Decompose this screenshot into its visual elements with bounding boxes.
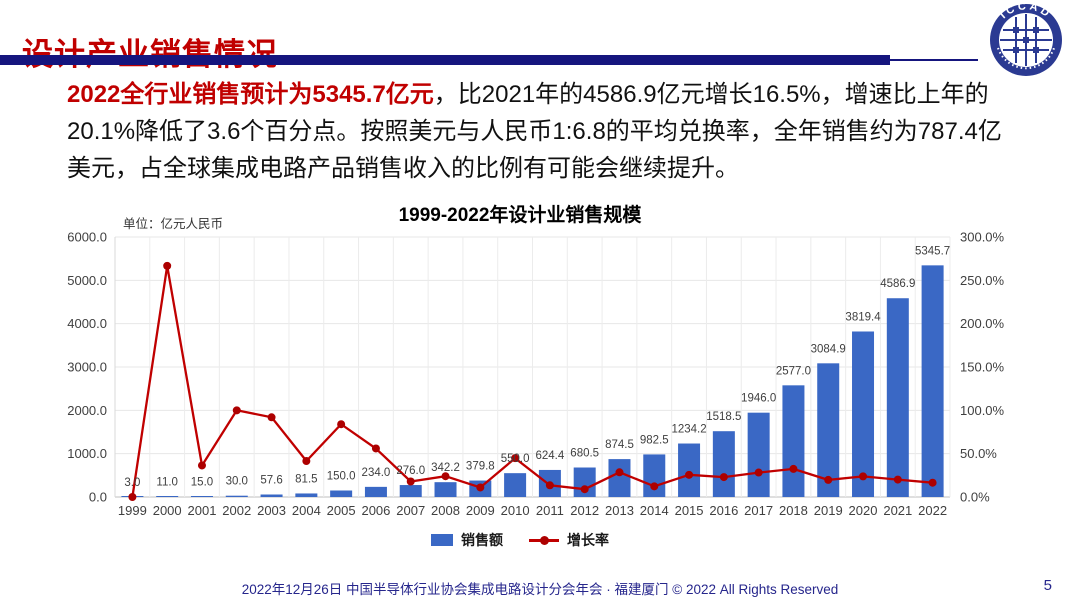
- svg-text:81.5: 81.5: [295, 473, 317, 485]
- legend-item-growth: 增长率: [529, 530, 609, 550]
- svg-text:30.0: 30.0: [226, 476, 248, 488]
- svg-text:982.5: 982.5: [640, 434, 669, 446]
- svg-text:2016: 2016: [709, 503, 738, 518]
- svg-text:5345.7: 5345.7: [915, 245, 950, 257]
- svg-text:379.8: 379.8: [466, 461, 495, 473]
- chart-plot-area: 0.0 1000.0 2000.0 3000.0 4000.0 5000.0 6000.0 0…: [67, 230, 1005, 519]
- svg-text:2017: 2017: [744, 503, 773, 518]
- svg-text:150.0: 150.0: [327, 471, 356, 483]
- iccad-logo-icon: ICCAD: [988, 0, 1064, 78]
- svg-text:11.0: 11.0: [156, 477, 178, 489]
- svg-text:2006: 2006: [361, 503, 390, 518]
- svg-text:2019: 2019: [814, 503, 843, 518]
- svg-text:2008: 2008: [431, 503, 460, 518]
- svg-text:2018: 2018: [779, 503, 808, 518]
- summary-paragraph: 2022全行业销售预计为5345.7亿元，比2021年的4586.9亿元增长16…: [67, 76, 1015, 187]
- title-underline-thin: [890, 59, 978, 61]
- svg-text:3084.9: 3084.9: [811, 343, 846, 355]
- svg-text:250.0%: 250.0%: [960, 273, 1005, 288]
- svg-text:2005: 2005: [327, 503, 356, 518]
- svg-text:150.0%: 150.0%: [960, 360, 1005, 375]
- svg-text:3000.0: 3000.0: [67, 360, 107, 375]
- svg-text:1999: 1999: [118, 503, 147, 518]
- svg-text:2000: 2000: [153, 503, 182, 518]
- svg-text:2007: 2007: [396, 503, 425, 518]
- svg-text:1946.0: 1946.0: [741, 393, 776, 405]
- legend-label-growth: 增长率: [567, 532, 609, 548]
- legend-label-sales: 销售额: [461, 532, 503, 548]
- title-underline-thick: [0, 55, 890, 65]
- svg-text:342.2: 342.2: [431, 462, 460, 474]
- chart-legend: 销售额 增长率: [55, 530, 985, 550]
- svg-text:3.0: 3.0: [124, 477, 140, 489]
- svg-text:15.0: 15.0: [191, 476, 213, 488]
- svg-text:6000.0: 6000.0: [67, 230, 107, 245]
- footer-copyright: 2022年12月26日 中国半导体行业协会集成电路设计分会年会 · 福建厦门 ©…: [241, 582, 839, 597]
- svg-text:50.0%: 50.0%: [960, 446, 997, 461]
- svg-text:2015: 2015: [675, 503, 704, 518]
- svg-text:200.0%: 200.0%: [960, 316, 1005, 331]
- svg-text:2577.0: 2577.0: [776, 365, 811, 377]
- chart-title: 1999-2022年设计业销售规模: [398, 205, 642, 226]
- chart-unit-label: 单位：亿元人民币: [123, 217, 224, 231]
- highlighted-sales-figure: 2022全行业销售预计为5345.7亿元: [67, 81, 434, 108]
- paragraph-rest: ，比2021年的4586.9亿元增长16.5%，增速比上年的20.1%降低了3.…: [67, 81, 1002, 182]
- svg-text:2004: 2004: [292, 503, 321, 518]
- svg-text:4000.0: 4000.0: [67, 316, 107, 331]
- svg-text:2003: 2003: [257, 503, 286, 518]
- svg-text:1518.5: 1518.5: [706, 411, 741, 423]
- svg-text:2014: 2014: [640, 503, 669, 518]
- svg-text:2013: 2013: [605, 503, 634, 518]
- svg-text:2001: 2001: [188, 503, 217, 518]
- svg-text:680.5: 680.5: [570, 448, 599, 460]
- svg-text:1234.2: 1234.2: [671, 424, 706, 436]
- svg-text:2012: 2012: [570, 503, 599, 518]
- legend-item-sales: 销售额: [431, 530, 503, 550]
- page-number: 5: [1043, 577, 1052, 594]
- svg-text:234.0: 234.0: [362, 467, 391, 479]
- svg-text:3819.4: 3819.4: [845, 311, 881, 323]
- svg-text:4586.9: 4586.9: [880, 278, 915, 290]
- svg-text:2009: 2009: [466, 503, 495, 518]
- svg-text:2020: 2020: [849, 503, 878, 518]
- svg-text:300.0%: 300.0%: [960, 230, 1005, 245]
- bar-swatch-icon: [431, 534, 453, 546]
- svg-text:2000.0: 2000.0: [67, 403, 107, 418]
- sales-chart: 1999-2022年设计业销售规模 单位：亿元人民币 0.0 1000.0 2000…: [55, 200, 1025, 560]
- svg-text:550.0: 550.0: [501, 453, 530, 465]
- svg-text:5000.0: 5000.0: [67, 273, 107, 288]
- svg-text:276.0: 276.0: [396, 465, 425, 477]
- svg-text:2002: 2002: [222, 503, 251, 518]
- svg-text:2011: 2011: [536, 503, 564, 518]
- svg-text:100.0%: 100.0%: [960, 403, 1005, 418]
- svg-text:624.4: 624.4: [536, 450, 565, 462]
- line-swatch-icon: [529, 535, 559, 545]
- svg-text:2021: 2021: [883, 503, 912, 518]
- svg-text:1000.0: 1000.0: [67, 446, 107, 461]
- svg-text:874.5: 874.5: [605, 439, 634, 451]
- svg-text:2022: 2022: [918, 503, 947, 518]
- svg-text:57.6: 57.6: [260, 475, 282, 487]
- page-title: 设计产业销售情况: [22, 29, 278, 74]
- svg-text:0.0%: 0.0%: [960, 490, 990, 505]
- svg-text:0.0: 0.0: [89, 490, 107, 505]
- svg-text:2010: 2010: [501, 503, 530, 518]
